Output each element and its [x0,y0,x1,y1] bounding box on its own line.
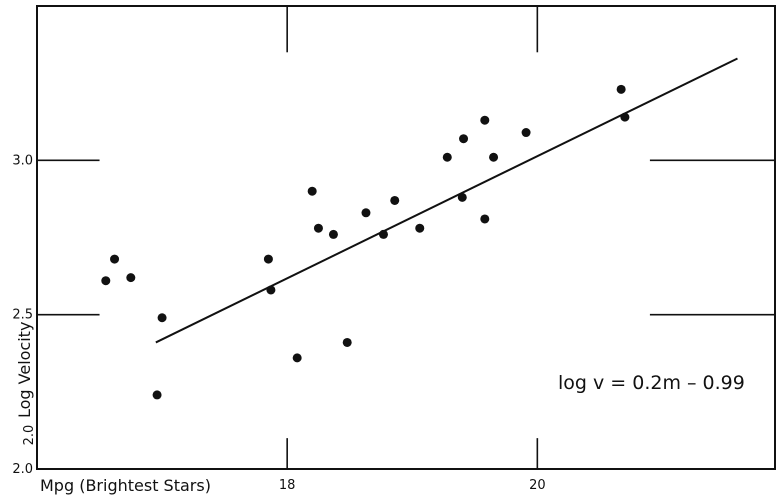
x-axis-label: Mpg (Brightest Stars) [40,476,211,495]
grid-lines [37,6,775,469]
data-point [521,128,531,138]
data-point [442,152,452,162]
data-point [101,276,111,286]
plot-frame [36,5,776,470]
data-point [457,192,467,202]
data-point [157,313,167,323]
data-point [328,229,338,239]
tick-labels: 18 20 2.0 2.5 3.0 2.0 [12,153,545,493]
data-point [126,273,136,283]
data-point [390,195,400,205]
y-tick-label: 2.5 [12,308,33,323]
equation-annotation: log v = 0.2m – 0.99 [558,372,745,394]
data-point [361,208,371,218]
data-point [292,353,302,363]
data-point [313,223,323,233]
data-point [266,285,276,295]
data-points [101,84,630,400]
data-point [263,254,273,264]
y-tick-label: 3.0 [12,153,33,168]
data-point [480,214,490,224]
data-point [415,223,425,233]
x-tick-label: 20 [529,478,546,493]
y-tick-label: 2.0 [22,425,37,446]
y-axis-label: Log Velocity [15,322,34,418]
data-point [378,229,388,239]
data-point [459,134,469,144]
y-tick-label: 2.0 [12,462,33,477]
data-point [152,390,162,400]
data-point [480,115,490,125]
fit-line [155,57,738,344]
data-point [110,254,120,264]
data-point [307,186,317,196]
data-point [620,112,630,122]
data-point [616,84,626,94]
fit-line-layer [155,57,738,344]
data-point [489,152,499,162]
data-point [342,337,352,347]
x-tick-label: 18 [279,478,296,493]
